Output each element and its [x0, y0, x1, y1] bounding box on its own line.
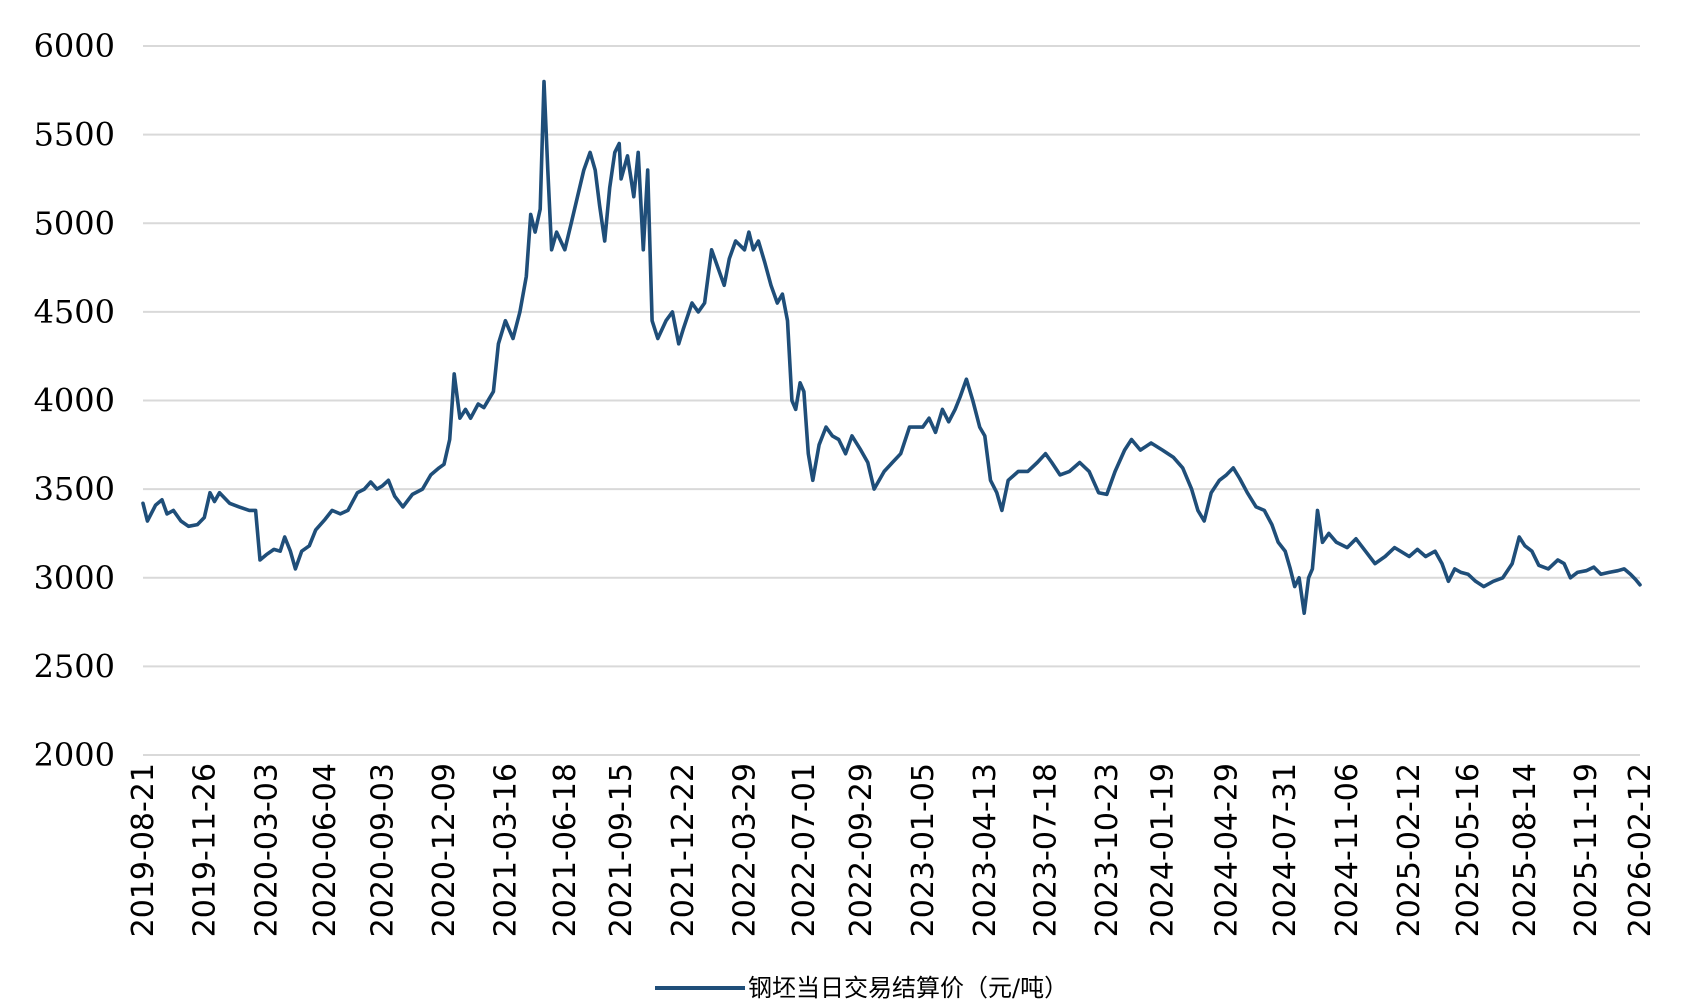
y-tick-label: 2500	[34, 647, 115, 685]
x-tick-label: 2022-07-01	[787, 763, 822, 937]
x-tick-label: 2022-03-29	[727, 763, 762, 937]
y-axis-tick-labels: 2000 2500 3000 3500 4000 4500 5000 5500 6000	[34, 27, 115, 774]
x-tick-label: 2023-07-18	[1029, 763, 1064, 937]
x-tick-label: 2024-07-31	[1268, 763, 1303, 937]
x-tick-label: 2023-10-23	[1090, 763, 1125, 937]
y-tick-label: 6000	[34, 27, 115, 65]
y-tick-label: 5000	[34, 204, 115, 242]
legend-label: 钢坯当日交易结算价（元/吨）	[748, 974, 1068, 1000]
x-tick-label: 2021-12-22	[666, 763, 701, 937]
x-tick-label: 2021-09-15	[604, 763, 639, 937]
y-tick-label: 4500	[34, 293, 115, 331]
x-tick-label: 2026-02-12	[1623, 763, 1658, 937]
x-tick-label: 2024-11-06	[1330, 763, 1365, 937]
y-tick-label: 5500	[34, 116, 115, 154]
x-tick-label: 2024-01-19	[1146, 763, 1181, 937]
x-tick-label: 2019-08-21	[126, 763, 161, 937]
x-tick-label: 2025-05-16	[1451, 763, 1486, 937]
x-tick-label: 2025-08-14	[1508, 763, 1543, 937]
x-tick-label: 2020-12-09	[427, 763, 462, 937]
x-tick-label: 2022-09-29	[844, 763, 879, 937]
y-tick-label: 3000	[34, 559, 115, 597]
x-tick-label: 2019-11-26	[187, 763, 222, 937]
series-lines	[141, 79, 1642, 615]
y-tick-label: 4000	[34, 382, 115, 420]
x-tick-label: 2020-03-03	[249, 763, 284, 937]
x-tick-label: 2025-02-12	[1392, 763, 1427, 937]
series-line	[141, 79, 1642, 615]
x-tick-label: 2021-03-16	[488, 763, 523, 937]
x-tick-label: 2025-11-19	[1569, 763, 1604, 937]
gridlines	[143, 45, 1640, 756]
x-tick-label: 2023-01-05	[906, 763, 941, 937]
x-axis-tick-labels: 2019-08-21 2019-11-26 2020-03-03 2020-06-04…	[126, 763, 1658, 937]
x-tick-label: 2020-09-03	[366, 763, 401, 937]
x-tick-label: 2024-04-29	[1209, 763, 1244, 937]
x-tick-label: 2020-06-04	[308, 763, 343, 937]
y-tick-label: 2000	[34, 736, 115, 774]
y-tick-label: 3500	[34, 470, 115, 508]
legend: 钢坯当日交易结算价（元/吨）	[655, 974, 1068, 1000]
x-tick-label: 2021-06-18	[548, 763, 583, 937]
x-tick-label: 2023-04-13	[968, 763, 1003, 937]
